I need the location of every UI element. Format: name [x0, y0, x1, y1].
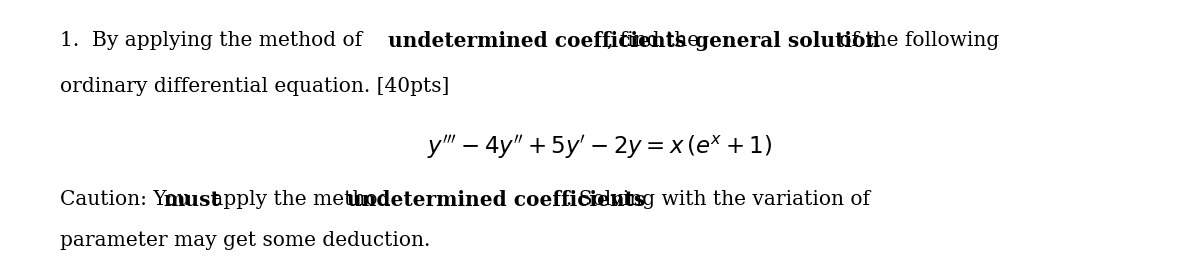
Text: undetermined coefficients: undetermined coefficients — [388, 31, 686, 51]
Text: must: must — [163, 190, 220, 210]
Text: , find the: , find the — [607, 31, 706, 50]
Text: of the following: of the following — [833, 31, 1000, 50]
Text: $y''' - 4y'' + 5y' - 2y = x\,(e^{x} + 1)$: $y''' - 4y'' + 5y' - 2y = x\,(e^{x} + 1)… — [427, 134, 773, 162]
Text: Caution: You: Caution: You — [60, 190, 197, 209]
Text: apply the method: apply the method — [205, 190, 397, 209]
Text: parameter may get some deduction.: parameter may get some deduction. — [60, 231, 431, 250]
Text: ordinary differential equation. [40pts]: ordinary differential equation. [40pts] — [60, 77, 449, 96]
Text: undetermined coefficients: undetermined coefficients — [347, 190, 646, 210]
Text: . Solving with the variation of: . Solving with the variation of — [566, 190, 870, 209]
Text: 1.  By applying the method of: 1. By applying the method of — [60, 31, 368, 50]
Text: general solution: general solution — [695, 31, 880, 51]
